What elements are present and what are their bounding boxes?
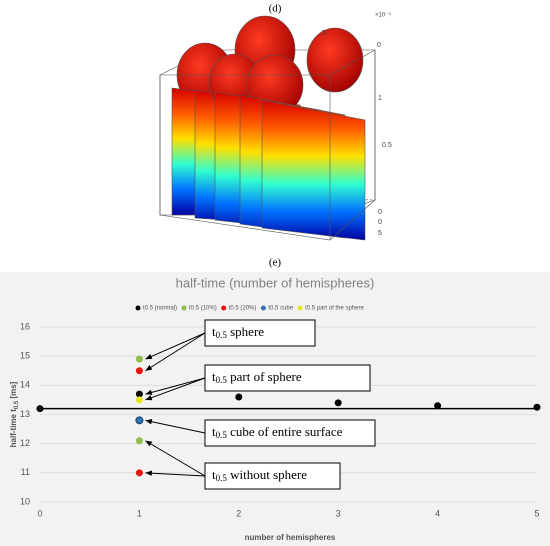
arrow-head bbox=[145, 419, 153, 425]
slab bbox=[261, 99, 366, 241]
3d-axis-label: 1 bbox=[378, 95, 382, 102]
3d-axis-label: 0 bbox=[377, 42, 381, 49]
annotation-t: t bbox=[212, 467, 216, 482]
arrow-head bbox=[145, 470, 152, 476]
annotation-arrow bbox=[145, 419, 206, 434]
legend-marker bbox=[135, 305, 141, 311]
annotation-arrow bbox=[145, 377, 206, 395]
arrow-head bbox=[145, 395, 153, 401]
data-point bbox=[135, 390, 143, 398]
panel-label: (e) bbox=[269, 257, 282, 269]
chart-title: half-time (number of hemispheres) bbox=[176, 275, 375, 290]
data-point bbox=[235, 393, 243, 401]
x-tick-label: 2 bbox=[236, 508, 241, 518]
data-point bbox=[135, 437, 143, 445]
x-tick-label: 3 bbox=[336, 508, 341, 518]
x-tick-label: 5 bbox=[534, 508, 539, 518]
annotation-sub: 0.5 bbox=[216, 375, 228, 385]
y-tick-label: 11 bbox=[21, 467, 30, 477]
annotation-box bbox=[204, 419, 376, 447]
y-tick-label: 12 bbox=[20, 438, 30, 448]
data-point bbox=[135, 367, 143, 375]
annotation-arrow bbox=[145, 472, 206, 477]
3d-axis-label: 0 bbox=[378, 209, 382, 216]
data-point bbox=[434, 402, 442, 410]
data-point bbox=[135, 469, 143, 477]
y-tick-label: 16 bbox=[20, 321, 30, 331]
annotation-sub: 0.5 bbox=[216, 430, 228, 440]
data-point bbox=[135, 355, 143, 363]
arrow-head bbox=[145, 440, 153, 447]
annotation-text: t0.5 without sphere bbox=[212, 467, 307, 483]
data-point bbox=[135, 416, 144, 425]
arrow-head bbox=[145, 389, 153, 396]
x-axis-label: number of hemispheres bbox=[245, 533, 336, 542]
y-label-suffix: [ms] bbox=[9, 381, 18, 400]
legend-label: t0.5 cube bbox=[268, 306, 293, 312]
annotation-label: cube of entire surface bbox=[227, 424, 343, 439]
annotation-t: t bbox=[212, 324, 216, 339]
legend-label: t0.5 part of the sphere bbox=[305, 306, 364, 312]
y-axis-label: half-time t0.5 [ms] bbox=[9, 381, 19, 447]
3d-axis-label: 0.5 bbox=[382, 142, 392, 149]
legend-label: t0.5 (10%) bbox=[189, 306, 217, 312]
annotation-text: t0.5 sphere bbox=[212, 324, 264, 340]
y-tick-label: 13 bbox=[20, 409, 30, 419]
3d-render bbox=[159, 15, 376, 241]
data-point bbox=[135, 396, 143, 404]
y-label-text: half-time t bbox=[9, 409, 18, 448]
annotation-text: t0.5 cube of entire surface bbox=[212, 424, 343, 440]
arrow-head bbox=[145, 354, 153, 360]
annotation-box bbox=[204, 319, 316, 347]
annotation-t: t bbox=[212, 369, 216, 384]
annotation-box bbox=[204, 364, 371, 392]
legend-marker bbox=[297, 305, 303, 311]
annotation-arrow bbox=[145, 440, 206, 477]
legend-marker bbox=[181, 305, 187, 311]
data-point bbox=[334, 399, 342, 407]
annotation-label: part of sphere bbox=[227, 369, 302, 384]
y-tick-label: 14 bbox=[20, 380, 30, 390]
3d-axis-label: 0 bbox=[378, 219, 382, 226]
annotation-label: sphere bbox=[227, 324, 264, 339]
data-point bbox=[36, 405, 44, 413]
x-tick-label: 1 bbox=[137, 508, 142, 518]
legend-marker bbox=[260, 305, 266, 311]
annotation-arrow bbox=[145, 332, 206, 372]
x-tick-label: 4 bbox=[435, 508, 440, 518]
annotation-t: t bbox=[212, 424, 216, 439]
y-tick-label: 15 bbox=[20, 351, 30, 361]
3d-axis-label: 5 bbox=[378, 230, 382, 237]
legend-label: t0.5 (normal) bbox=[143, 306, 177, 312]
annotation-sub: 0.5 bbox=[216, 473, 228, 483]
panel-label: (d) bbox=[269, 3, 282, 15]
annotation-text: t0.5 part of sphere bbox=[212, 369, 302, 385]
x-tick-label: 0 bbox=[37, 508, 42, 518]
annotation-label: without sphere bbox=[227, 467, 307, 482]
legend-label: t0.5 (20%) bbox=[229, 306, 257, 312]
annotation-arrow bbox=[145, 377, 206, 401]
data-point bbox=[533, 403, 541, 411]
annotation-box bbox=[204, 462, 341, 490]
3d-axis-label: 5 bbox=[322, 30, 326, 37]
dome bbox=[306, 27, 364, 93]
arrow-head bbox=[145, 364, 153, 371]
y-tick-label: 10 bbox=[20, 496, 30, 506]
annotation-sub: 0.5 bbox=[216, 330, 228, 340]
y-label-sub: 0.5 bbox=[14, 400, 20, 409]
legend-marker bbox=[221, 305, 227, 311]
3d-axis-label: ×10⁻⁴ bbox=[375, 12, 391, 19]
annotation-arrow bbox=[145, 332, 206, 360]
